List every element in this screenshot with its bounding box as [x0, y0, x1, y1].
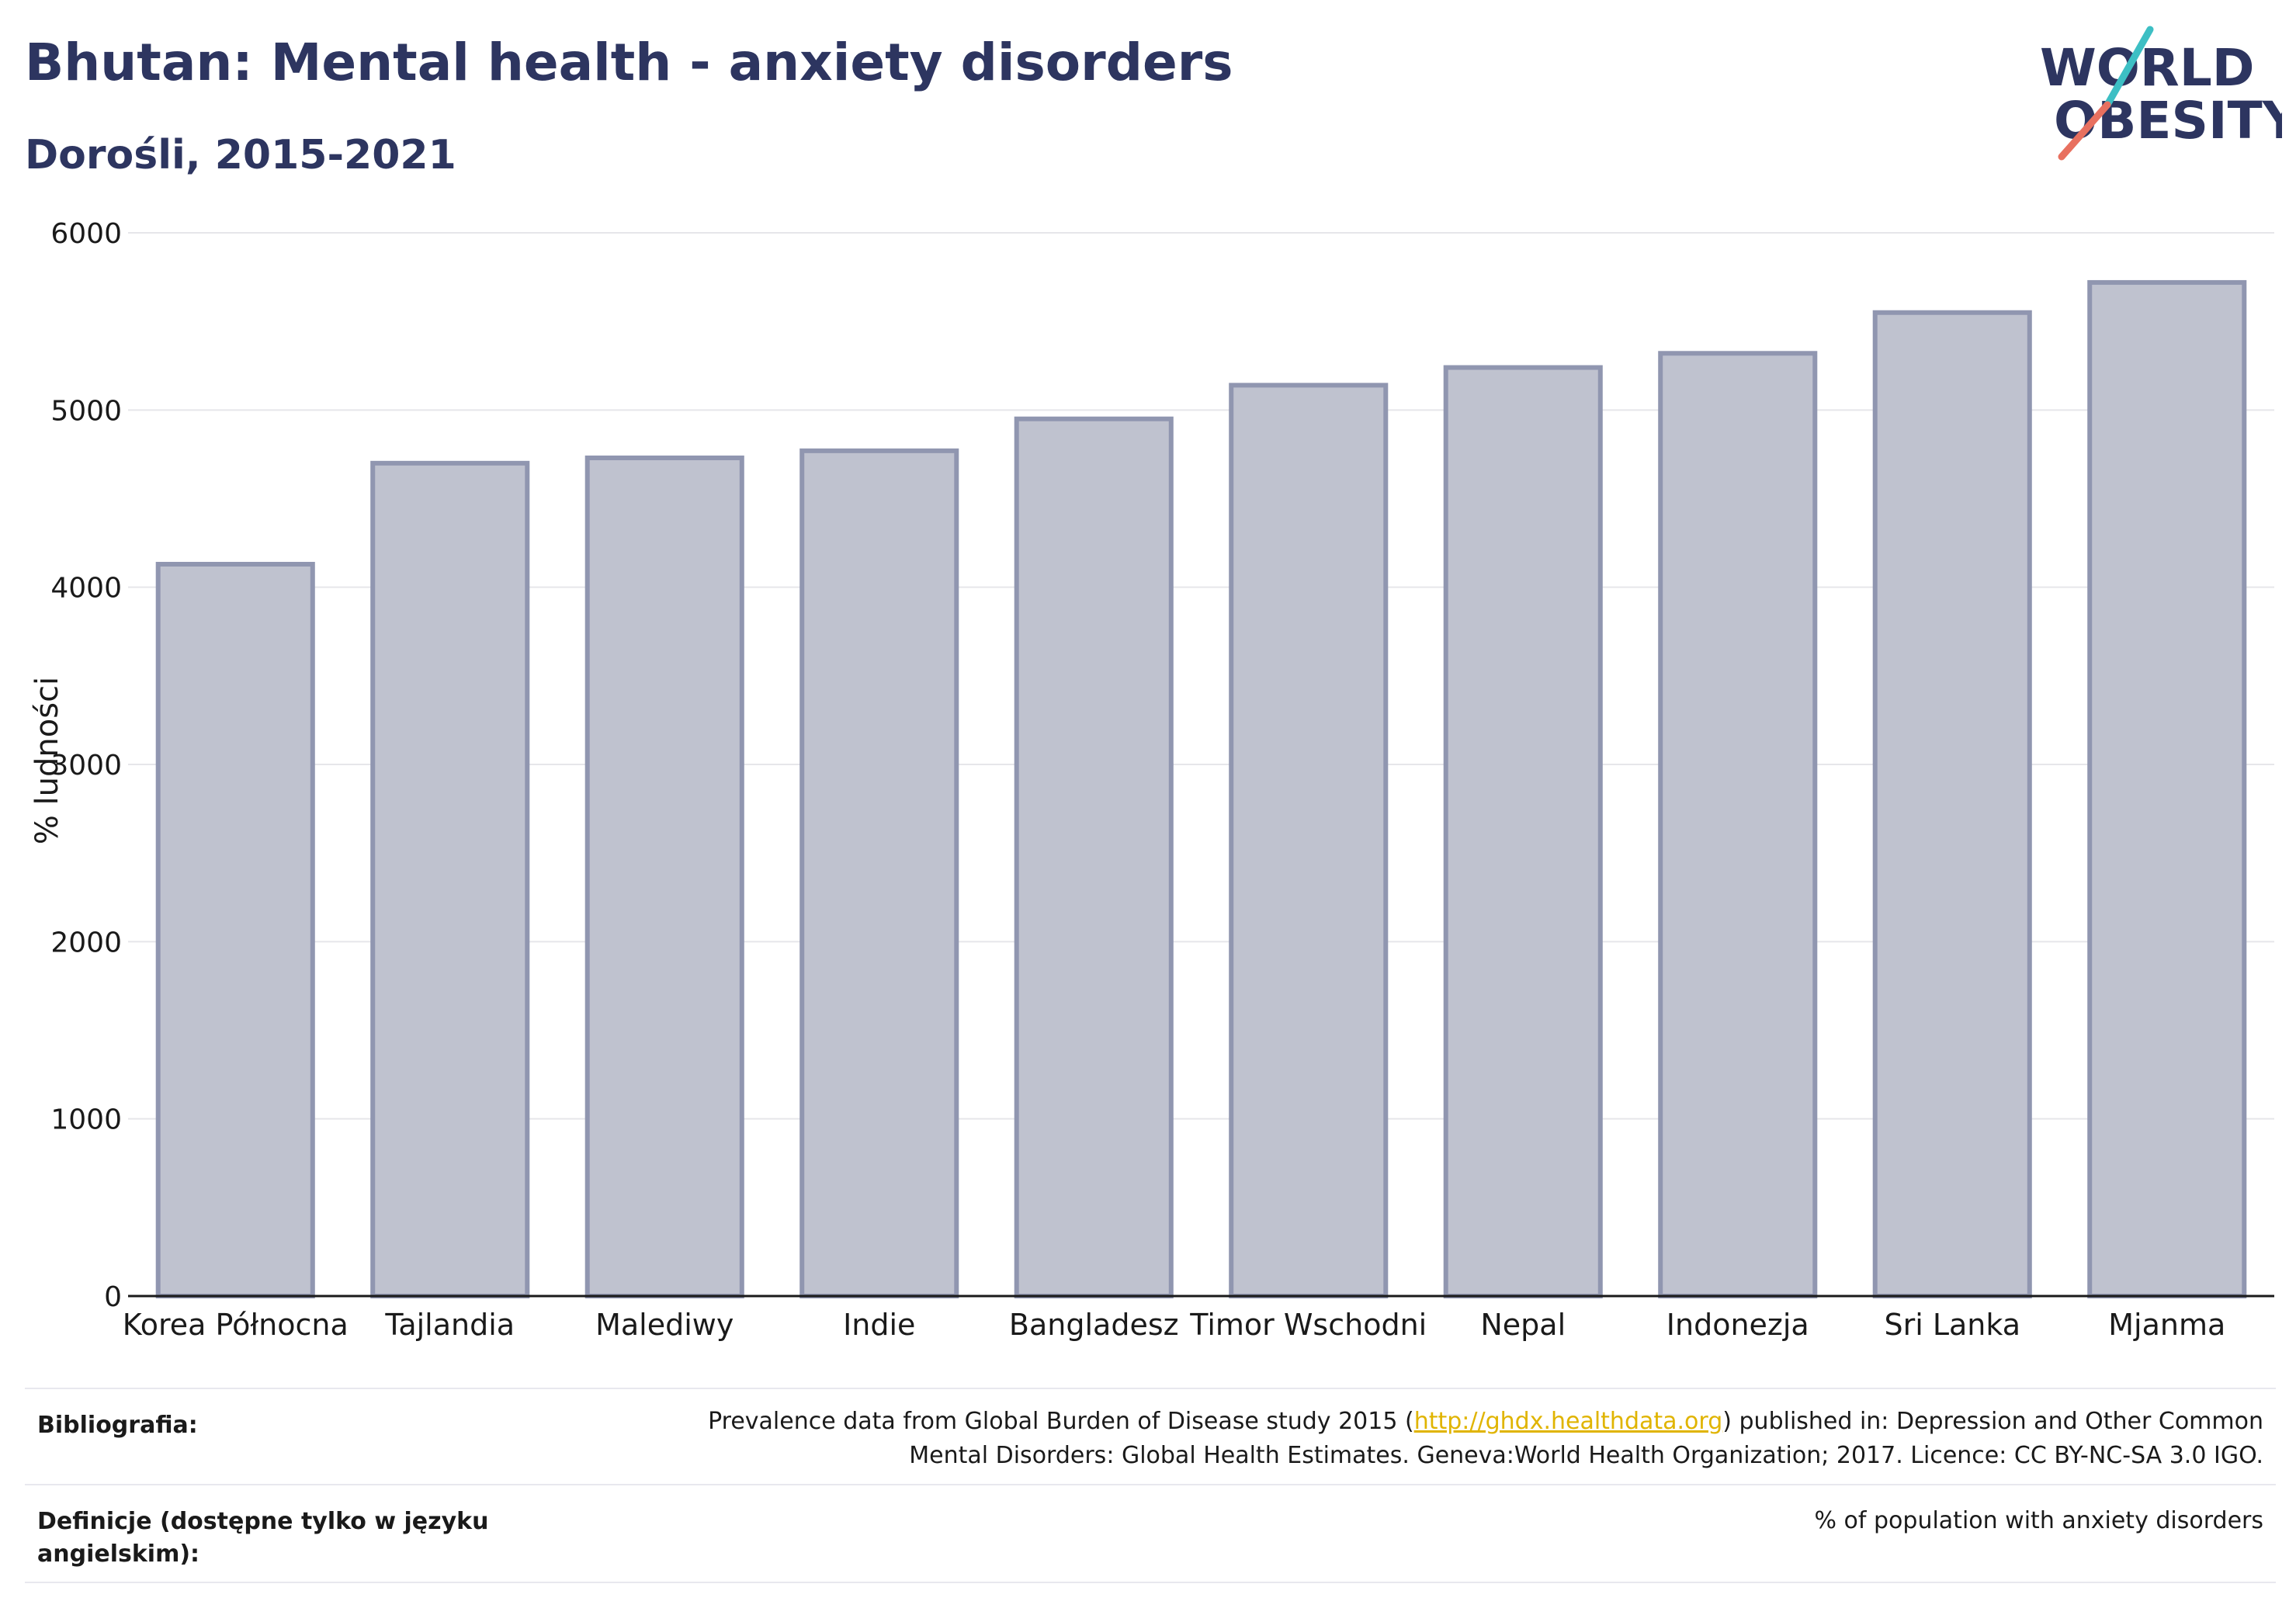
bar[interactable] — [370, 460, 530, 1298]
bibliography-text-after: ) published in: Depression and Other Com… — [909, 1408, 2263, 1469]
bibliography-link[interactable]: http://ghdx.healthdata.org — [1413, 1408, 1723, 1435]
bar[interactable] — [1014, 416, 1174, 1298]
bar[interactable] — [1658, 351, 1818, 1298]
y-tick-label: 1000 — [50, 1104, 122, 1136]
bar[interactable] — [155, 561, 315, 1298]
footer-rule-top — [25, 1388, 2276, 1389]
bar[interactable] — [1229, 383, 1389, 1298]
bar-chart: 0 1000 2000 3000 4000 5000 6000 Korea Północna… — [29, 218, 2274, 1342]
definitions-text: % of population with anxiety disorders — [1814, 1507, 2263, 1534]
y-axis-title: % ludności — [29, 677, 65, 844]
x-tick-label: Korea Północna — [123, 1308, 349, 1342]
bibliography-text: Prevalence data from Global Burden of Di… — [633, 1405, 2263, 1473]
chart-subtitle: Dorośli, 2015-2021 — [25, 132, 456, 178]
bar[interactable] — [1872, 310, 2032, 1298]
chart-title: Bhutan: Mental health - anxiety disorder… — [25, 33, 1233, 92]
y-tick-label: 6000 — [50, 218, 122, 250]
x-tick-label: Indonezja — [1667, 1308, 1809, 1342]
y-tick-label: 0 — [104, 1281, 122, 1313]
logo-line1: WORLD — [2040, 38, 2255, 98]
bar[interactable] — [799, 448, 959, 1298]
x-tick-label: Sri Lanka — [1884, 1308, 2020, 1342]
x-tick-label: Timor Wschodni — [1189, 1308, 1427, 1342]
y-tick-label: 5000 — [50, 395, 122, 427]
x-tick-label: Mjanma — [2108, 1308, 2225, 1342]
x-tick-label: Tajlandia — [384, 1308, 515, 1342]
y-tick-label: 3000 — [50, 750, 122, 782]
bibliography-label: Bibliografia: — [37, 1412, 198, 1439]
x-tick-label: Nepal — [1480, 1308, 1566, 1342]
footer-bibliography: Bibliografia: Prevalence data from Globa… — [25, 1397, 2276, 1482]
footer-definitions: Definicje (dostępne tylko w języku angie… — [25, 1493, 2276, 1579]
bars — [155, 279, 2247, 1299]
bibliography-text-before: Prevalence data from Global Burden of Di… — [708, 1408, 1414, 1435]
definitions-label: Definicje (dostępne tylko w języku angie… — [37, 1508, 489, 1568]
bar[interactable] — [1443, 365, 1603, 1298]
x-tick-label: Bangladesz — [1009, 1308, 1179, 1342]
footer-rule-middle — [25, 1484, 2276, 1485]
x-tick-label: Indie — [843, 1308, 915, 1342]
x-tick-label: Malediwy — [595, 1308, 734, 1342]
footer-rule-bottom — [25, 1582, 2276, 1583]
bar[interactable] — [2087, 279, 2247, 1298]
y-axis-ticks: 0 1000 2000 3000 4000 5000 6000 — [50, 218, 122, 1313]
world-obesity-logo: WORLD OBESITY — [2040, 26, 2282, 161]
y-tick-label: 4000 — [50, 573, 122, 605]
y-tick-label: 2000 — [50, 927, 122, 958]
x-axis-labels: Korea Północna Tajlandia Malediwy Indie Bang… — [123, 1308, 2226, 1342]
bar[interactable] — [584, 455, 744, 1299]
